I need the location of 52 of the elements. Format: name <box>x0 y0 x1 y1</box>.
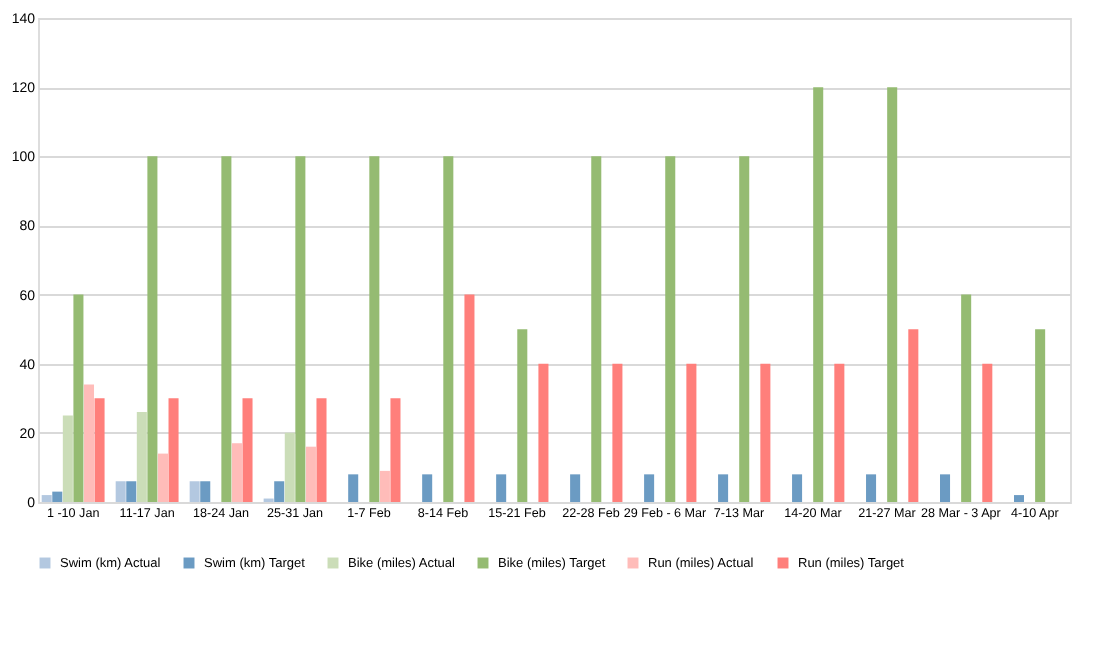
bar <box>570 474 581 502</box>
bar <box>242 398 253 502</box>
bar <box>866 474 877 502</box>
bar <box>1035 329 1046 502</box>
bar <box>834 363 845 502</box>
bar <box>157 453 168 502</box>
bar <box>52 491 63 502</box>
bar <box>147 156 158 502</box>
bar <box>83 384 95 502</box>
bar <box>231 443 242 502</box>
bar <box>284 432 295 502</box>
bar <box>739 156 750 502</box>
bar <box>115 481 126 502</box>
bar <box>136 412 147 502</box>
bar <box>538 363 549 502</box>
bar <box>221 156 232 502</box>
bar <box>464 294 475 502</box>
bar <box>792 474 803 502</box>
bar <box>73 294 84 502</box>
bar <box>41 495 52 502</box>
bar <box>422 474 433 502</box>
bar <box>274 481 285 502</box>
bar <box>612 363 623 502</box>
bar <box>517 329 528 502</box>
bar <box>295 156 306 502</box>
bar <box>379 470 390 502</box>
bar <box>813 87 824 502</box>
bar <box>982 363 993 502</box>
bar <box>126 481 137 502</box>
bar <box>316 398 327 502</box>
bar <box>644 474 655 502</box>
bar <box>686 363 697 502</box>
bar <box>168 398 179 502</box>
bar <box>760 363 771 502</box>
bar <box>390 398 401 502</box>
bar <box>200 481 211 502</box>
bar <box>718 474 729 502</box>
bar <box>908 329 919 502</box>
bar <box>591 156 602 502</box>
bar <box>369 156 380 502</box>
bar <box>496 474 507 502</box>
bar <box>443 156 454 502</box>
bar <box>189 481 200 502</box>
bar <box>62 415 73 502</box>
bar <box>305 446 316 502</box>
bar <box>961 294 972 502</box>
bar <box>940 474 951 502</box>
bar <box>94 398 105 502</box>
bar <box>665 156 676 502</box>
bar <box>348 474 359 502</box>
bar <box>887 87 898 502</box>
bar <box>1013 495 1025 502</box>
